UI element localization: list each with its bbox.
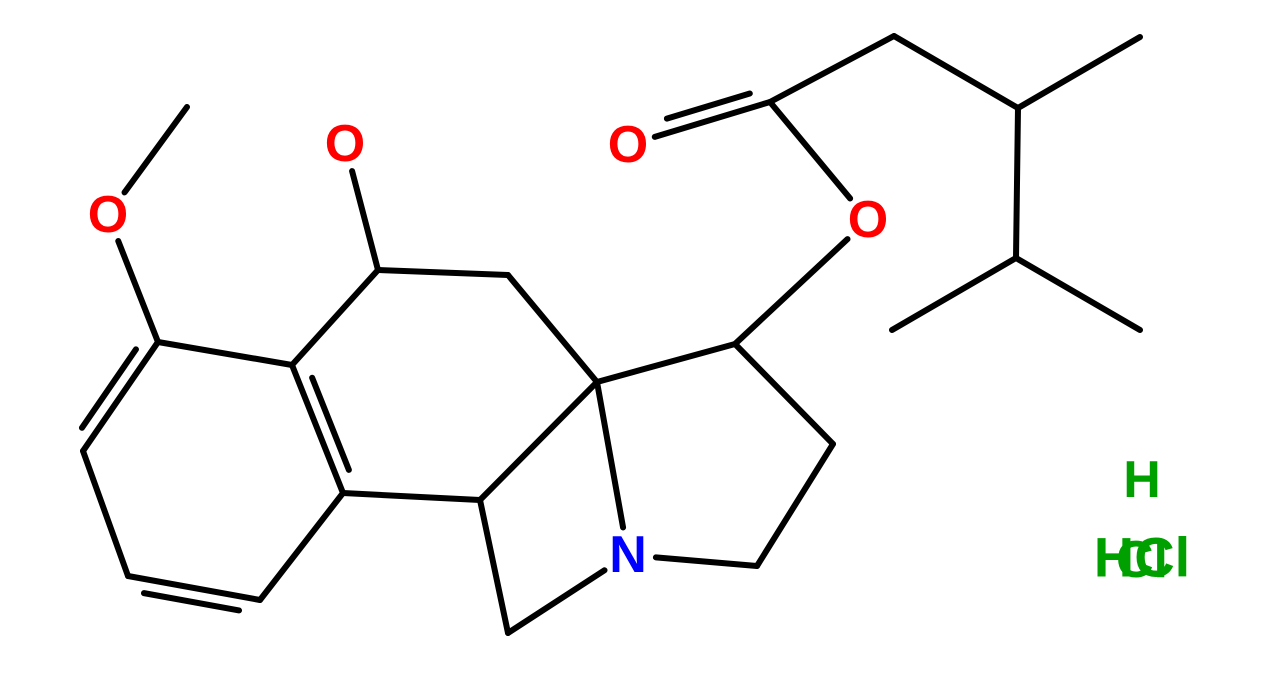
atom-label-o: O xyxy=(848,191,888,249)
bond xyxy=(343,493,480,500)
molecule-diagram: OONOOHClHCl xyxy=(0,0,1275,676)
bond xyxy=(260,493,343,600)
bond xyxy=(1016,258,1140,330)
bond xyxy=(508,275,597,382)
bond xyxy=(508,570,605,633)
bond xyxy=(892,258,1016,330)
bond xyxy=(770,102,850,198)
bond xyxy=(378,270,508,275)
bond xyxy=(83,342,158,451)
atom-label-h: H xyxy=(1123,451,1161,509)
atom-label-n: N xyxy=(609,526,647,584)
bond xyxy=(1016,108,1018,258)
atom-label-o: O xyxy=(88,186,128,244)
bond xyxy=(757,444,833,566)
bond xyxy=(125,107,187,192)
bond xyxy=(292,270,378,365)
hcl-label: HCl xyxy=(1094,526,1190,589)
bond xyxy=(894,36,1018,108)
bond xyxy=(118,241,158,342)
bond xyxy=(735,239,848,344)
labels-group: OONOOHClHCl xyxy=(88,115,1190,589)
bond xyxy=(656,557,757,566)
bond xyxy=(770,36,894,102)
bond xyxy=(597,344,735,382)
atom-label-o: O xyxy=(608,116,648,174)
bond xyxy=(735,344,833,444)
bond xyxy=(352,171,378,270)
bond xyxy=(480,382,597,500)
bond xyxy=(158,342,292,365)
bond xyxy=(1018,37,1140,108)
bond xyxy=(83,451,128,576)
bond xyxy=(597,382,623,527)
atom-label-o: O xyxy=(325,115,365,173)
bond xyxy=(480,500,508,633)
